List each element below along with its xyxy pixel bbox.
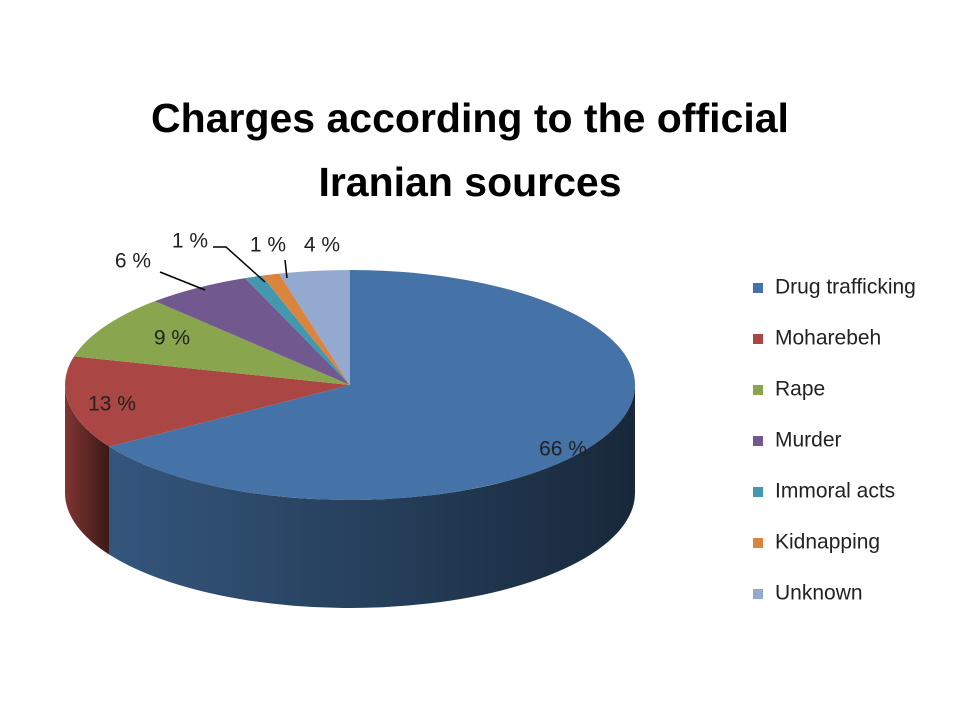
legend-label: Kidnapping xyxy=(775,531,880,554)
legend-swatch xyxy=(753,436,763,446)
leader-line xyxy=(159,271,206,291)
legend-label: Rape xyxy=(775,378,825,401)
legend-swatch xyxy=(753,334,763,344)
chart-title: Charges according to the official Irania… xyxy=(151,95,789,205)
leader-line xyxy=(213,246,266,283)
legend-swatch xyxy=(753,283,763,293)
data-label: 9 % xyxy=(154,327,190,350)
pie-slice xyxy=(73,301,350,385)
legend-swatch xyxy=(753,487,763,497)
pie-slice xyxy=(279,270,350,385)
legend-swatch xyxy=(753,538,763,548)
data-label: 13 % xyxy=(88,393,136,416)
pie-side xyxy=(65,385,110,555)
legend-label: Drug trafficking xyxy=(775,276,916,299)
pie-side xyxy=(109,385,636,609)
pie-slice xyxy=(245,275,350,385)
pie-slice xyxy=(65,356,350,447)
data-label: 66 % xyxy=(539,438,587,461)
legend-label: Unknown xyxy=(775,582,863,605)
pie-slice xyxy=(261,273,350,385)
data-label: 1 % xyxy=(172,230,208,253)
data-label: 4 % xyxy=(304,234,340,257)
legend-swatch xyxy=(753,589,763,599)
legend-label: Murder xyxy=(775,429,842,452)
pie-slice xyxy=(154,278,350,385)
data-label: 1 % xyxy=(250,234,286,257)
legend-swatch xyxy=(753,385,763,395)
leader-line xyxy=(284,259,288,279)
pie-slice xyxy=(109,270,635,500)
legend-label: Immoral acts xyxy=(775,480,895,503)
legend-label: Moharebeh xyxy=(775,327,881,350)
data-label: 6 % xyxy=(115,250,151,273)
